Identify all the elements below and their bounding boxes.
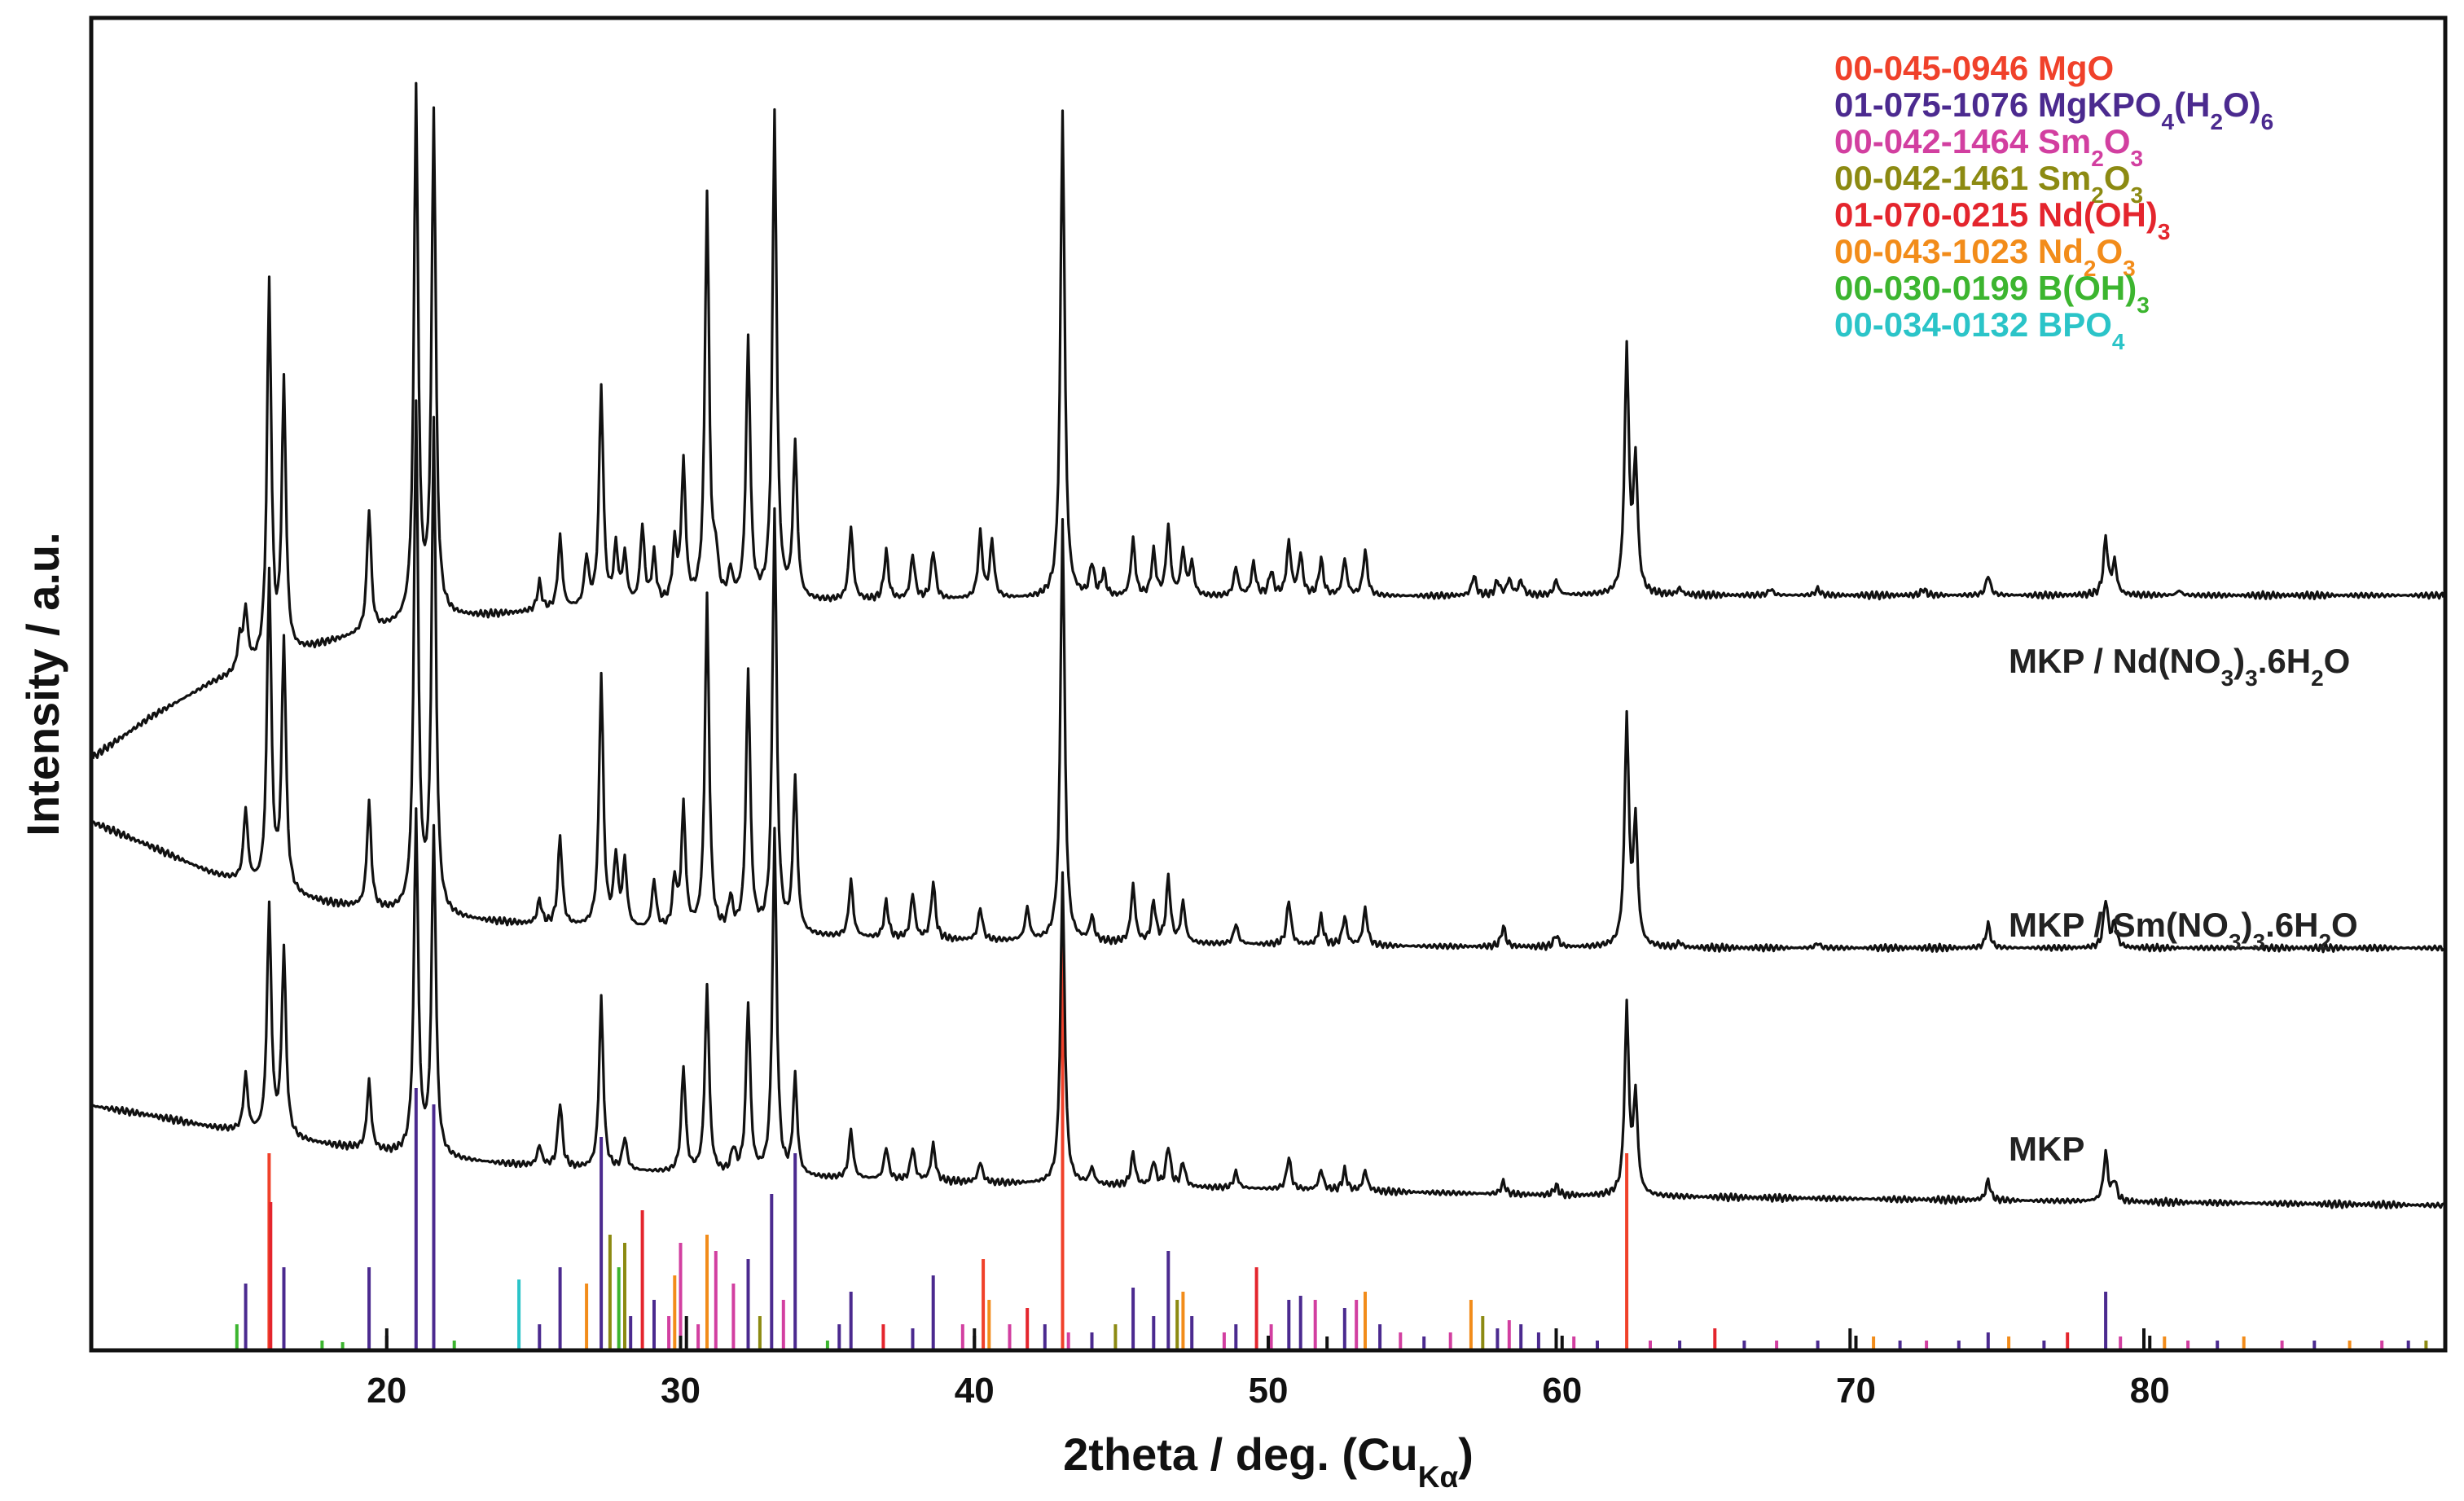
x-axis-ticks: 20 30 40 50 60 70 80 xyxy=(367,1336,2170,1411)
trace-label-1: MKP / Sm(NO3)3.6H2O xyxy=(2009,906,2358,955)
x-tick-label-1: 30 xyxy=(661,1371,701,1411)
trace-1 xyxy=(91,399,2445,954)
trace-2 xyxy=(92,807,2444,1210)
x-tick-label-4: 60 xyxy=(1542,1371,1582,1411)
legend-item-6: 00-030-0199 B(OH)3 xyxy=(1834,269,2150,318)
trace-0 xyxy=(91,81,2445,760)
x-axis-title: 2theta / deg. (CuKα) xyxy=(1063,1429,1474,1494)
x-tick-label-5: 70 xyxy=(1836,1371,1876,1411)
legend-item-1: 01-075-1076 MgKPO4(H2O)6 xyxy=(1834,86,2273,134)
trace-label-2: MKP xyxy=(2009,1130,2084,1168)
trace-label-0: MKP / Nd(NO3)3.6H2O xyxy=(2009,642,2350,691)
trace-labels: MKP / Nd(NO3)3.6H2O MKP / Sm(NO3)3.6H2O MK… xyxy=(2009,642,2358,1168)
x-tick-label-3: 50 xyxy=(1249,1371,1289,1411)
legend-item-0: 00-045-0946 MgO xyxy=(1834,49,2114,87)
x-tick-label-2: 40 xyxy=(955,1371,995,1411)
legend-item-2: 00-042-1464 Sm2O3 xyxy=(1834,122,2143,171)
legend-item-3: 00-042-1461 Sm2O3 xyxy=(1834,159,2143,208)
legend-item-7: 00-034-0132 BPO4 xyxy=(1834,305,2125,354)
xrd-traces xyxy=(91,81,2445,1210)
x-tick-label-6: 80 xyxy=(2130,1371,2170,1411)
legend-item-5: 00-043-1023 Nd2O3 xyxy=(1834,232,2136,281)
legend-item-4: 01-070-0215 Nd(OH)3 xyxy=(1834,195,2170,244)
reference-sticks xyxy=(235,893,2428,1349)
y-axis-title: Intensity / a.u. xyxy=(17,532,68,836)
plot-frame xyxy=(89,15,2448,1353)
x-tick-label-0: 20 xyxy=(367,1371,406,1411)
